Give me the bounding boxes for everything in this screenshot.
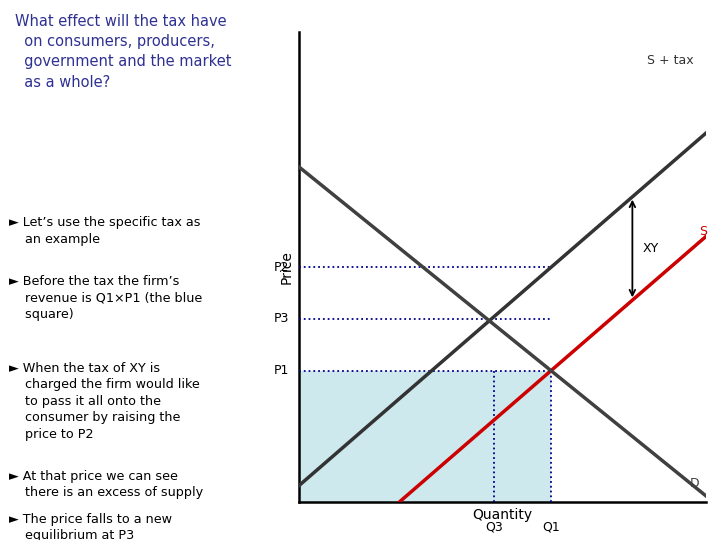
Text: S: S bbox=[700, 225, 708, 238]
Text: ► Let’s use the specific tax as
    an example: ► Let’s use the specific tax as an examp… bbox=[9, 216, 200, 246]
Text: What effect will the tax have
  on consumers, producers,
  government and the ma: What effect will the tax have on consume… bbox=[15, 14, 231, 90]
Text: D: D bbox=[690, 477, 700, 490]
Text: ► At that price we can see
    there is an excess of supply: ► At that price we can see there is an e… bbox=[9, 470, 203, 500]
Text: ► When the tax of XY is
    charged the firm would like
    to pass it all onto : ► When the tax of XY is charged the firm… bbox=[9, 362, 199, 441]
Text: P3: P3 bbox=[274, 313, 289, 326]
Text: ► The price falls to a new
    equilibrium at P3: ► The price falls to a new equilibrium a… bbox=[9, 513, 172, 540]
Text: P1: P1 bbox=[274, 364, 289, 377]
Text: XY: XY bbox=[642, 242, 659, 255]
Text: ► Before the tax the firm’s
    revenue is Q1×P1 (the blue
    square): ► Before the tax the firm’s revenue is Q… bbox=[9, 275, 202, 321]
Bar bbox=[299, 370, 551, 502]
X-axis label: Quantity: Quantity bbox=[472, 508, 532, 522]
Text: Q3: Q3 bbox=[485, 521, 503, 534]
Text: Q1: Q1 bbox=[542, 521, 560, 534]
Text: P2: P2 bbox=[274, 261, 289, 274]
Text: S + tax: S + tax bbox=[647, 53, 693, 66]
Y-axis label: Price: Price bbox=[279, 251, 293, 284]
